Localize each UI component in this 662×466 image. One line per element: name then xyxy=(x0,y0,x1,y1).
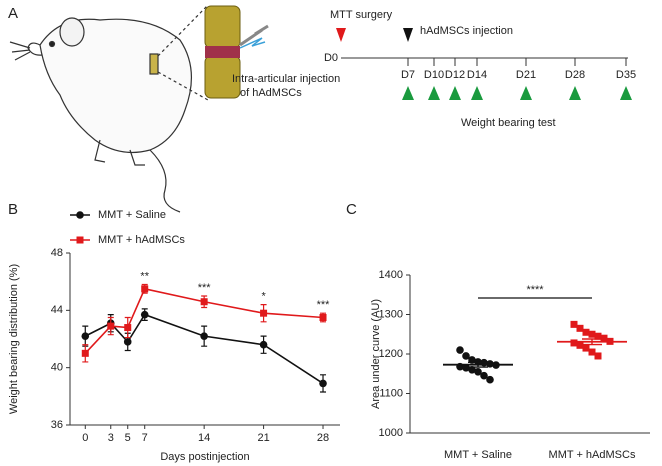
y-tick-label: 44 xyxy=(51,304,63,316)
x-tick-label: 14 xyxy=(198,432,210,444)
marker xyxy=(124,324,132,332)
marker xyxy=(319,314,327,321)
legend-label: MMT + hAdMSCs xyxy=(98,234,185,246)
marker xyxy=(588,330,596,338)
panel-label: B xyxy=(8,201,18,218)
x-tick-label: 28 xyxy=(317,432,329,444)
injection-arrow xyxy=(403,28,413,42)
legend-label: MMT + Saline xyxy=(98,209,166,221)
marker xyxy=(123,338,132,346)
marker xyxy=(486,375,494,384)
day-label: D35 xyxy=(616,69,636,81)
day-label: D28 xyxy=(565,69,585,81)
timeline-days: D0 D7 D10 D12 D14 D21 D28 D35 xyxy=(324,52,636,100)
test-arrow xyxy=(471,86,483,100)
test-arrow xyxy=(569,86,581,100)
y-tick-label: 1100 xyxy=(379,387,403,399)
significance-label: * xyxy=(261,291,266,303)
marker xyxy=(576,341,584,349)
x-tick-label: 3 xyxy=(108,432,114,444)
y-axis-label: Weight bearing distribution (%) xyxy=(8,264,20,414)
x-tick-label: 21 xyxy=(257,432,269,444)
marker xyxy=(200,332,208,340)
x-tick-label: 5 xyxy=(125,432,131,444)
y-tick-label: 1400 xyxy=(379,269,403,281)
marker xyxy=(570,339,578,347)
marker xyxy=(474,367,482,376)
marker xyxy=(582,344,590,352)
test-arrow xyxy=(520,86,532,100)
x-tick-label: MMT + hAdMSCs xyxy=(549,449,636,461)
marker xyxy=(260,309,268,317)
day-label: D7 xyxy=(401,69,415,81)
test-arrow xyxy=(428,86,440,100)
y-tick-label: 1000 xyxy=(379,427,403,439)
marker xyxy=(462,364,470,372)
marker xyxy=(456,346,464,354)
day-label: D14 xyxy=(467,69,487,81)
x-tick-label: 0 xyxy=(82,432,88,444)
x-tick-label: 7 xyxy=(142,432,148,444)
test-arrow xyxy=(620,86,632,100)
y-tick-label: 36 xyxy=(51,419,63,431)
y-tick-label: 1300 xyxy=(379,308,403,320)
panel-label: C xyxy=(346,201,357,218)
mouse-illustration xyxy=(9,4,209,213)
injection-label: hAdMSCs injection xyxy=(420,25,513,37)
knee-inset xyxy=(204,5,269,99)
marker xyxy=(582,328,590,336)
marker xyxy=(200,298,208,306)
significance-label: *** xyxy=(198,282,212,294)
y-tick-label: 1200 xyxy=(379,348,403,360)
marker xyxy=(480,371,488,380)
test-arrow xyxy=(402,86,414,100)
test-arrow xyxy=(449,86,461,100)
day-label: D10 xyxy=(424,69,444,81)
chart-c: 1000 1100 1200 1300 1400 Area under curve (AU… xyxy=(370,269,650,461)
significance-label: ** xyxy=(140,270,149,282)
surgery-arrow xyxy=(336,28,346,42)
significance-label: **** xyxy=(526,284,544,296)
x-tick-label: MMT + Saline xyxy=(444,449,512,461)
injection-label: Intra-articular injection xyxy=(232,73,340,85)
surgery-label: MTT surgery xyxy=(330,9,393,21)
marker xyxy=(570,320,578,328)
series-line xyxy=(84,313,324,385)
sem-bar xyxy=(582,338,602,346)
x-axis-label: Days postinjection xyxy=(160,451,249,463)
marker xyxy=(76,236,84,244)
marker xyxy=(462,352,470,360)
marker xyxy=(594,352,602,360)
y-tick-label: 40 xyxy=(51,362,63,374)
marker xyxy=(259,340,268,349)
marker xyxy=(600,334,608,342)
marker xyxy=(319,379,327,388)
marker xyxy=(594,332,602,340)
marker xyxy=(81,349,89,357)
marker xyxy=(468,366,476,374)
marker xyxy=(141,285,149,293)
panel-label: A xyxy=(8,5,18,22)
marker xyxy=(140,310,149,319)
injection-label: of hAdMSCs xyxy=(240,87,302,99)
sem-bar xyxy=(468,361,488,368)
marker xyxy=(576,324,584,332)
y-tick-label: 48 xyxy=(51,247,63,259)
chart-b: 36 40 44 48 0 3 5 7 14 21 28 Days postinjection Weig… xyxy=(8,209,340,463)
marker xyxy=(76,211,84,219)
test-label: Weight bearing test xyxy=(461,117,556,129)
marker xyxy=(107,322,115,330)
day-label: D12 xyxy=(445,69,465,81)
marker xyxy=(588,348,596,356)
day-label: D0 xyxy=(324,52,338,64)
significance-label: *** xyxy=(317,299,331,311)
day-label: D21 xyxy=(516,69,536,81)
y-axis-label: Area under curve (AU) xyxy=(370,299,382,409)
marker xyxy=(81,332,90,340)
